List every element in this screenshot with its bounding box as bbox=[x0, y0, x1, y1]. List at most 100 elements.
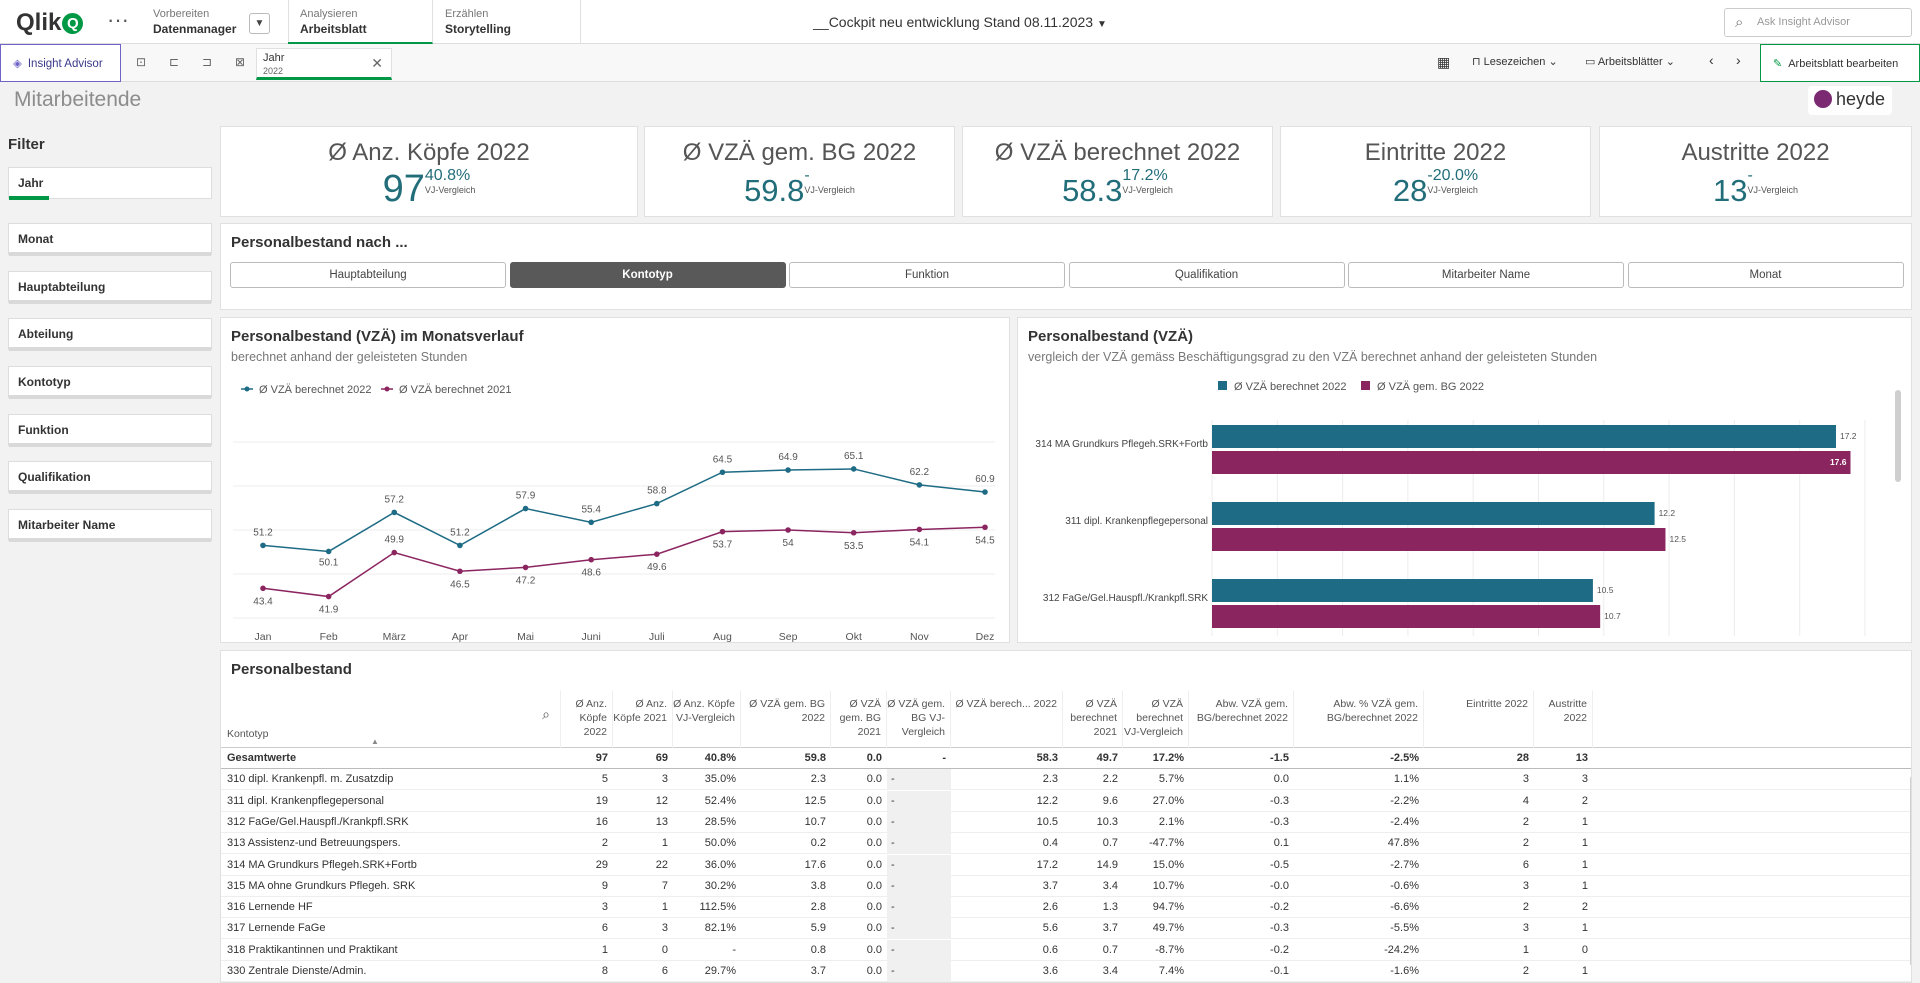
data-point[interactable] bbox=[916, 482, 923, 488]
data-point[interactable] bbox=[588, 519, 594, 526]
data-point[interactable] bbox=[260, 585, 266, 592]
bar[interactable] bbox=[1212, 528, 1666, 551]
filter-abteilung[interactable]: Abteilung bbox=[8, 318, 212, 351]
column-header[interactable]: Ø VZÄ berechnet VJ-Vergleich bbox=[1123, 691, 1189, 748]
bar[interactable] bbox=[1212, 579, 1593, 602]
data-point[interactable] bbox=[457, 568, 463, 575]
column-header[interactable]: Ø Anz. Köpfe 2022 bbox=[561, 691, 613, 748]
column-header[interactable]: Eintritte 2022 bbox=[1424, 691, 1534, 748]
table-row[interactable]: 316 Lernende HF 3 1 112.5% 2.8 0.0- 2.6 1.3 94.7… bbox=[221, 897, 1911, 919]
nav-tab-prepare[interactable]: Vorbereiten Datenmanager bbox=[141, 0, 289, 44]
next-sheet-icon[interactable]: › bbox=[1736, 52, 1741, 68]
table-row[interactable]: 314 MA Grundkurs Pflegeh.SRK+Fortb 29 22 36… bbox=[221, 854, 1911, 876]
data-point[interactable] bbox=[982, 489, 988, 495]
column-header[interactable]: Austritte 2022 bbox=[1534, 691, 1593, 748]
clear-selections-icon[interactable]: ⊠ bbox=[234, 55, 246, 69]
data-point[interactable] bbox=[785, 527, 791, 533]
column-header[interactable]: Ø VZÄ berechnet 2021 bbox=[1063, 691, 1123, 748]
dimension-button-hauptabteilung[interactable]: Hauptabteilung bbox=[230, 262, 506, 288]
filter-hauptabteilung[interactable]: Hauptabteilung bbox=[8, 271, 212, 304]
data-point[interactable] bbox=[654, 500, 660, 507]
data-point[interactable] bbox=[785, 467, 791, 473]
data-point[interactable] bbox=[850, 529, 857, 536]
column-header[interactable]: Abw. VZÄ gem. BG/berechnet 2022 bbox=[1189, 691, 1294, 748]
data-point[interactable] bbox=[522, 505, 529, 512]
table-row[interactable]: 317 Lernende FaGe 6 3 82.1% 5.9 0.0- 5.6 3.7 49.… bbox=[221, 918, 1911, 940]
sheets-button[interactable]: ▭ Arbeitsblätter ⌄ bbox=[1585, 55, 1675, 68]
step-forward-icon[interactable]: ⊐ bbox=[201, 55, 213, 69]
table-row[interactable]: 312 FaGe/Gel.Hauspfl./Krankpfl.SRK 16 13 28… bbox=[221, 811, 1911, 833]
table-row[interactable]: 313 Assistenz-und Betreuungspers. 2 1 50.0%… bbox=[221, 833, 1911, 855]
previous-sheet-icon[interactable]: ‹ bbox=[1709, 52, 1714, 68]
column-header[interactable]: Ø VZÄ gem. BG 2021 bbox=[831, 691, 887, 748]
legend-label[interactable]: Ø VZÄ berechnet 2021 bbox=[399, 384, 512, 396]
nav-tab-analyze[interactable]: Analysieren Arbeitsblatt bbox=[288, 0, 433, 44]
grid-view-icon[interactable]: ▦ bbox=[1437, 54, 1451, 70]
table-row[interactable]: 311 dipl. Krankenpflegepersonal 19 12 52.4%… bbox=[221, 790, 1911, 812]
column-header[interactable]: Kontotyp ⌕ ▲ bbox=[221, 691, 561, 748]
chart-scrollbar[interactable] bbox=[1895, 390, 1901, 482]
dimension-button-monat[interactable]: Monat bbox=[1627, 262, 1904, 288]
dimension-button-mitarbeiter-name[interactable]: Mitarbeiter Name bbox=[1348, 262, 1624, 288]
data-point[interactable] bbox=[260, 542, 266, 549]
table-cell: 330 Zentrale Dienste/Admin. bbox=[227, 965, 367, 977]
more-menu-icon[interactable]: ··· bbox=[107, 7, 129, 32]
data-point[interactable] bbox=[654, 551, 660, 557]
bookmarks-button[interactable]: ⊓ Lesezeichen ⌄ bbox=[1472, 55, 1558, 68]
nav-tab-narrate[interactable]: Erzählen Storytelling bbox=[433, 0, 581, 44]
close-icon[interactable]: ✕ bbox=[371, 55, 383, 71]
data-point[interactable] bbox=[916, 526, 923, 533]
chevron-down-icon[interactable]: ▼ bbox=[249, 13, 270, 34]
column-header[interactable]: Ø Anz. Köpfe 2021 bbox=[613, 691, 673, 748]
filter-funktion[interactable]: Funktion bbox=[8, 414, 212, 447]
insight-advisor-button[interactable]: ◈ Insight Advisor bbox=[0, 44, 121, 82]
dimension-button-funktion[interactable]: Funktion bbox=[789, 262, 1065, 288]
column-header[interactable]: Ø VZÄ gem. BG VJ-Vergleich bbox=[887, 691, 951, 748]
data-point[interactable] bbox=[457, 542, 463, 549]
data-point[interactable] bbox=[850, 466, 857, 472]
bar[interactable] bbox=[1212, 425, 1836, 448]
legend-label[interactable]: Ø VZÄ gem. BG 2022 bbox=[1377, 381, 1484, 393]
data-point[interactable] bbox=[325, 548, 332, 555]
insight-search-input[interactable]: ⌕ Ask Insight Advisor bbox=[1724, 8, 1912, 37]
filter-qualifikation[interactable]: Qualifikation bbox=[8, 461, 212, 494]
filter-kontotyp[interactable]: Kontotyp bbox=[8, 366, 212, 399]
table-totals-row[interactable]: Gesamtwerte 97 69 40.8% 59.8 0.0 - 58.3 49.7 17.2… bbox=[221, 748, 1911, 769]
dimension-button-qualifikation[interactable]: Qualifikation bbox=[1068, 262, 1345, 288]
qlik-logo[interactable]: Qlik Q bbox=[16, 9, 84, 37]
step-back-icon[interactable]: ⊏ bbox=[168, 55, 180, 69]
table-scrollbar[interactable] bbox=[1910, 776, 1911, 966]
bar[interactable] bbox=[1212, 502, 1655, 525]
data-point[interactable] bbox=[325, 593, 332, 600]
sort-ascending-icon[interactable]: ▲ bbox=[371, 737, 379, 746]
data-point[interactable] bbox=[982, 524, 988, 531]
column-header[interactable]: Ø VZÄ gem. BG 2022 bbox=[741, 691, 831, 748]
data-point[interactable] bbox=[719, 528, 726, 535]
column-header[interactable]: Abw. % VZÄ gem. BG/berechnet 2022 bbox=[1294, 691, 1424, 748]
filter-monat[interactable]: Monat bbox=[8, 223, 212, 256]
chevron-down-icon[interactable]: ▼ bbox=[1096, 19, 1107, 30]
table-row[interactable]: 315 MA ohne Grundkurs Pflegeh. SRK 9 7 30.2… bbox=[221, 875, 1911, 897]
filter-mitarbeiter-name[interactable]: Mitarbeiter Name bbox=[8, 509, 212, 542]
edit-sheet-button[interactable]: ✎ Arbeitsblatt bearbeiten bbox=[1760, 44, 1920, 82]
legend-label[interactable]: Ø VZÄ berechnet 2022 bbox=[1234, 381, 1347, 393]
table-row[interactable]: 310 dipl. Krankenpfl. m. Zusatzdip 5 3 35.0… bbox=[221, 769, 1911, 791]
column-header[interactable]: Ø VZÄ berech... 2022 bbox=[951, 691, 1063, 748]
smart-search-icon[interactable]: ⊡ bbox=[135, 55, 147, 69]
data-point[interactable] bbox=[391, 549, 398, 556]
data-point[interactable] bbox=[522, 564, 529, 571]
table-row[interactable]: 318 Praktikantinnen und Praktikant 1 0 - 0.8… bbox=[221, 939, 1911, 961]
data-point[interactable] bbox=[391, 509, 398, 516]
dimension-button-kontotyp[interactable]: Kontotyp bbox=[509, 262, 786, 288]
bar[interactable] bbox=[1212, 605, 1601, 628]
search-icon[interactable]: ⌕ bbox=[542, 706, 550, 722]
app-title[interactable]: __Cockpit neu entwicklung Stand 08.11.20… bbox=[813, 14, 1094, 30]
bar[interactable] bbox=[1212, 451, 1851, 474]
legend-label[interactable]: Ø VZÄ berechnet 2022 bbox=[259, 384, 372, 396]
table-row[interactable]: 330 Zentrale Dienste/Admin. 8 6 29.7% 3.7 0.0… bbox=[221, 961, 1911, 982]
selection-chip-jahr[interactable]: Jahr 2022 ✕ bbox=[256, 48, 392, 80]
data-point[interactable] bbox=[719, 469, 726, 476]
data-point[interactable] bbox=[588, 556, 594, 563]
filter-jahr[interactable]: Jahr bbox=[8, 167, 212, 200]
column-header[interactable]: Ø Anz. Köpfe VJ-Vergleich bbox=[673, 691, 741, 748]
